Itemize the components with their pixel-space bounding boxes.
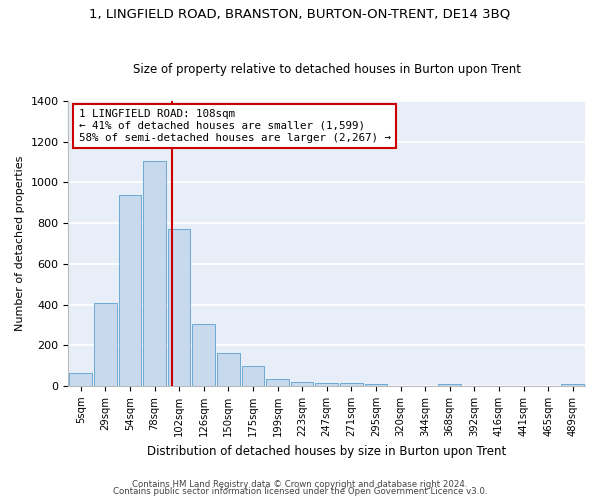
Y-axis label: Number of detached properties: Number of detached properties xyxy=(15,156,25,331)
Bar xyxy=(316,383,338,386)
X-axis label: Distribution of detached houses by size in Burton upon Trent: Distribution of detached houses by size … xyxy=(147,444,506,458)
Bar xyxy=(266,379,289,386)
Bar xyxy=(439,384,461,386)
Text: 1 LINGFIELD ROAD: 108sqm
← 41% of detached houses are smaller (1,599)
58% of sem: 1 LINGFIELD ROAD: 108sqm ← 41% of detach… xyxy=(79,110,391,142)
Bar xyxy=(70,373,92,386)
Text: Contains public sector information licensed under the Open Government Licence v3: Contains public sector information licen… xyxy=(113,487,487,496)
Bar xyxy=(119,194,141,386)
Bar xyxy=(217,354,239,386)
Title: Size of property relative to detached houses in Burton upon Trent: Size of property relative to detached ho… xyxy=(133,63,521,76)
Bar xyxy=(94,302,116,386)
Bar xyxy=(193,324,215,386)
Bar xyxy=(365,384,387,386)
Bar xyxy=(143,161,166,386)
Bar xyxy=(168,229,190,386)
Bar xyxy=(562,384,584,386)
Text: Contains HM Land Registry data © Crown copyright and database right 2024.: Contains HM Land Registry data © Crown c… xyxy=(132,480,468,489)
Bar xyxy=(242,366,264,386)
Bar xyxy=(291,382,313,386)
Text: 1, LINGFIELD ROAD, BRANSTON, BURTON-ON-TRENT, DE14 3BQ: 1, LINGFIELD ROAD, BRANSTON, BURTON-ON-T… xyxy=(89,8,511,20)
Bar xyxy=(340,383,362,386)
